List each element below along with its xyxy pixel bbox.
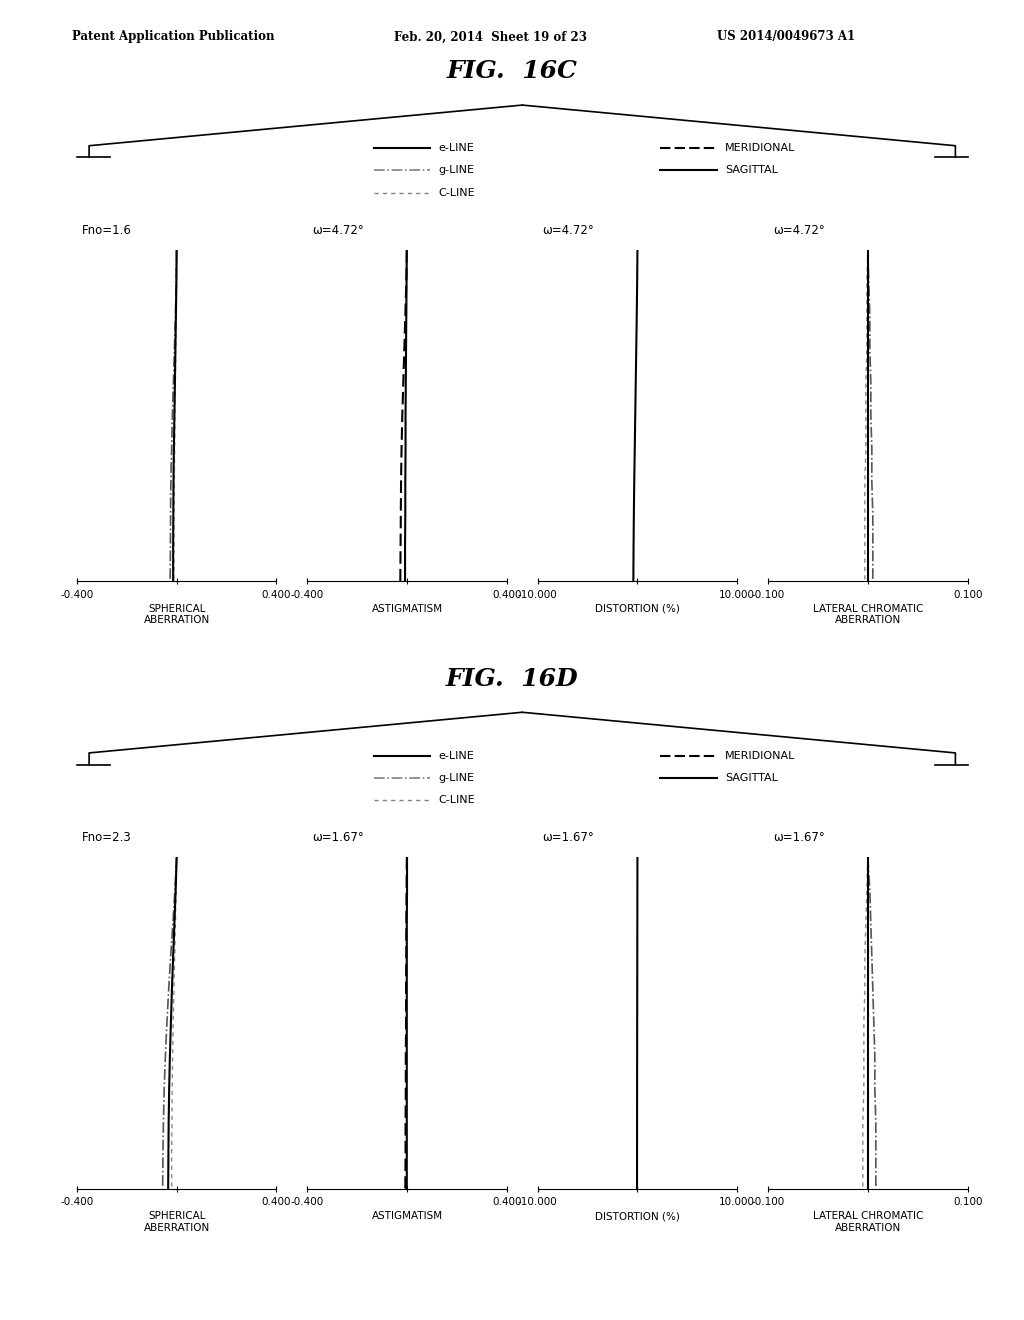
Text: C-LINE: C-LINE — [438, 795, 475, 805]
X-axis label: SPHERICAL
ABERRATION: SPHERICAL ABERRATION — [143, 603, 210, 626]
Text: ω=4.72°: ω=4.72° — [543, 224, 594, 238]
Text: Feb. 20, 2014  Sheet 19 of 23: Feb. 20, 2014 Sheet 19 of 23 — [394, 30, 587, 44]
Text: e-LINE: e-LINE — [438, 144, 474, 153]
Text: Fno=2.3: Fno=2.3 — [82, 832, 131, 845]
Text: ω=4.72°: ω=4.72° — [312, 224, 364, 238]
Text: Patent Application Publication: Patent Application Publication — [72, 30, 274, 44]
Text: g-LINE: g-LINE — [438, 165, 474, 176]
X-axis label: LATERAL CHROMATIC
ABERRATION: LATERAL CHROMATIC ABERRATION — [813, 603, 923, 626]
Text: C-LINE: C-LINE — [438, 187, 475, 198]
X-axis label: DISTORTION (%): DISTORTION (%) — [595, 603, 680, 614]
Text: SAGITTAL: SAGITTAL — [725, 772, 778, 783]
Text: ω=1.67°: ω=1.67° — [773, 832, 824, 845]
Text: e-LINE: e-LINE — [438, 751, 474, 760]
Text: FIG.  16D: FIG. 16D — [445, 667, 579, 690]
Text: ω=4.72°: ω=4.72° — [773, 224, 824, 238]
Text: ω=1.67°: ω=1.67° — [312, 832, 364, 845]
Text: Fno=1.6: Fno=1.6 — [82, 224, 132, 238]
X-axis label: ASTIGMATISM: ASTIGMATISM — [372, 603, 442, 614]
Text: SAGITTAL: SAGITTAL — [725, 165, 778, 176]
Text: g-LINE: g-LINE — [438, 772, 474, 783]
Text: US 2014/0049673 A1: US 2014/0049673 A1 — [717, 30, 855, 44]
Text: ω=1.67°: ω=1.67° — [543, 832, 594, 845]
X-axis label: SPHERICAL
ABERRATION: SPHERICAL ABERRATION — [143, 1210, 210, 1233]
X-axis label: LATERAL CHROMATIC
ABERRATION: LATERAL CHROMATIC ABERRATION — [813, 1210, 923, 1233]
X-axis label: DISTORTION (%): DISTORTION (%) — [595, 1210, 680, 1221]
Text: MERIDIONAL: MERIDIONAL — [725, 751, 796, 760]
X-axis label: ASTIGMATISM: ASTIGMATISM — [372, 1210, 442, 1221]
Text: MERIDIONAL: MERIDIONAL — [725, 144, 796, 153]
Text: FIG.  16C: FIG. 16C — [446, 59, 578, 83]
